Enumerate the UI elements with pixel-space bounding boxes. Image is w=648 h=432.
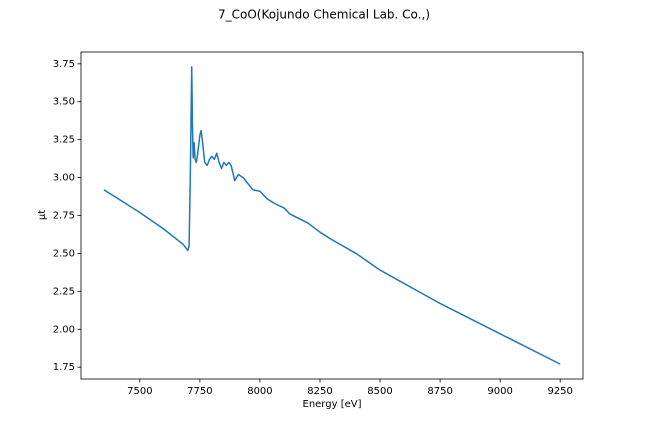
chart-title: 7_CoO(Kojundo Chemical Lab. Co.,): [218, 8, 430, 22]
y-tick-label: 3.00: [53, 173, 75, 184]
x-tick-label: 7750: [187, 386, 212, 397]
y-tick-label: 3.75: [53, 59, 75, 70]
x-tick-label: 8750: [427, 386, 452, 397]
y-tick-label: 2.75: [53, 211, 75, 222]
y-tick-label: 2.50: [53, 248, 75, 259]
y-tick-label: 3.50: [53, 97, 75, 108]
x-tick-label: 8500: [367, 386, 392, 397]
x-tick-label: 9250: [547, 386, 572, 397]
x-tick-label: 7500: [127, 386, 152, 397]
y-tick-label: 2.25: [53, 286, 75, 297]
x-tick-label: 8000: [247, 386, 272, 397]
data-line: [103, 66, 561, 365]
y-tick-label: 1.75: [53, 362, 75, 373]
y-tick-label: 3.25: [53, 135, 75, 146]
x-axis-label: Energy [eV]: [303, 399, 362, 410]
x-tick-label: 9000: [487, 386, 512, 397]
y-axis-label: μt: [37, 210, 48, 220]
x-tick-label: 8250: [307, 386, 332, 397]
y-tick-label: 2.00: [53, 324, 75, 335]
